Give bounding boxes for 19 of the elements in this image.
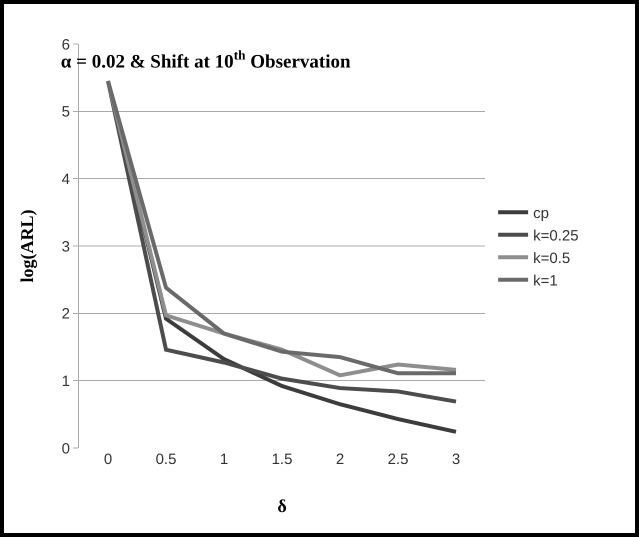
- legend-label: k=0.5: [533, 250, 570, 268]
- legend-label: k=0.25: [533, 228, 579, 245]
- x-tick-label: 3: [452, 451, 460, 468]
- y-tick-label: 4: [62, 170, 70, 188]
- x-tick-label: 1.5: [272, 451, 292, 468]
- y-tick-label: 1: [62, 372, 70, 390]
- y-tick-label: 3: [62, 238, 70, 256]
- x-tick-label: 1: [220, 451, 228, 468]
- y-tick-label: 2: [62, 306, 70, 323]
- y-tick-label: 5: [62, 104, 70, 121]
- legend-label: cp: [533, 205, 549, 222]
- x-axis-title: δ: [277, 496, 287, 516]
- legend-label: k=1: [533, 272, 558, 290]
- x-tick-label: 2.5: [388, 451, 408, 468]
- y-tick-label: 6: [62, 36, 70, 54]
- x-tick-label: 0: [104, 451, 112, 468]
- y-axis-title: log(ARL): [17, 210, 37, 282]
- x-tick-label: 2: [336, 451, 344, 468]
- x-tick-label: 0.5: [156, 451, 176, 468]
